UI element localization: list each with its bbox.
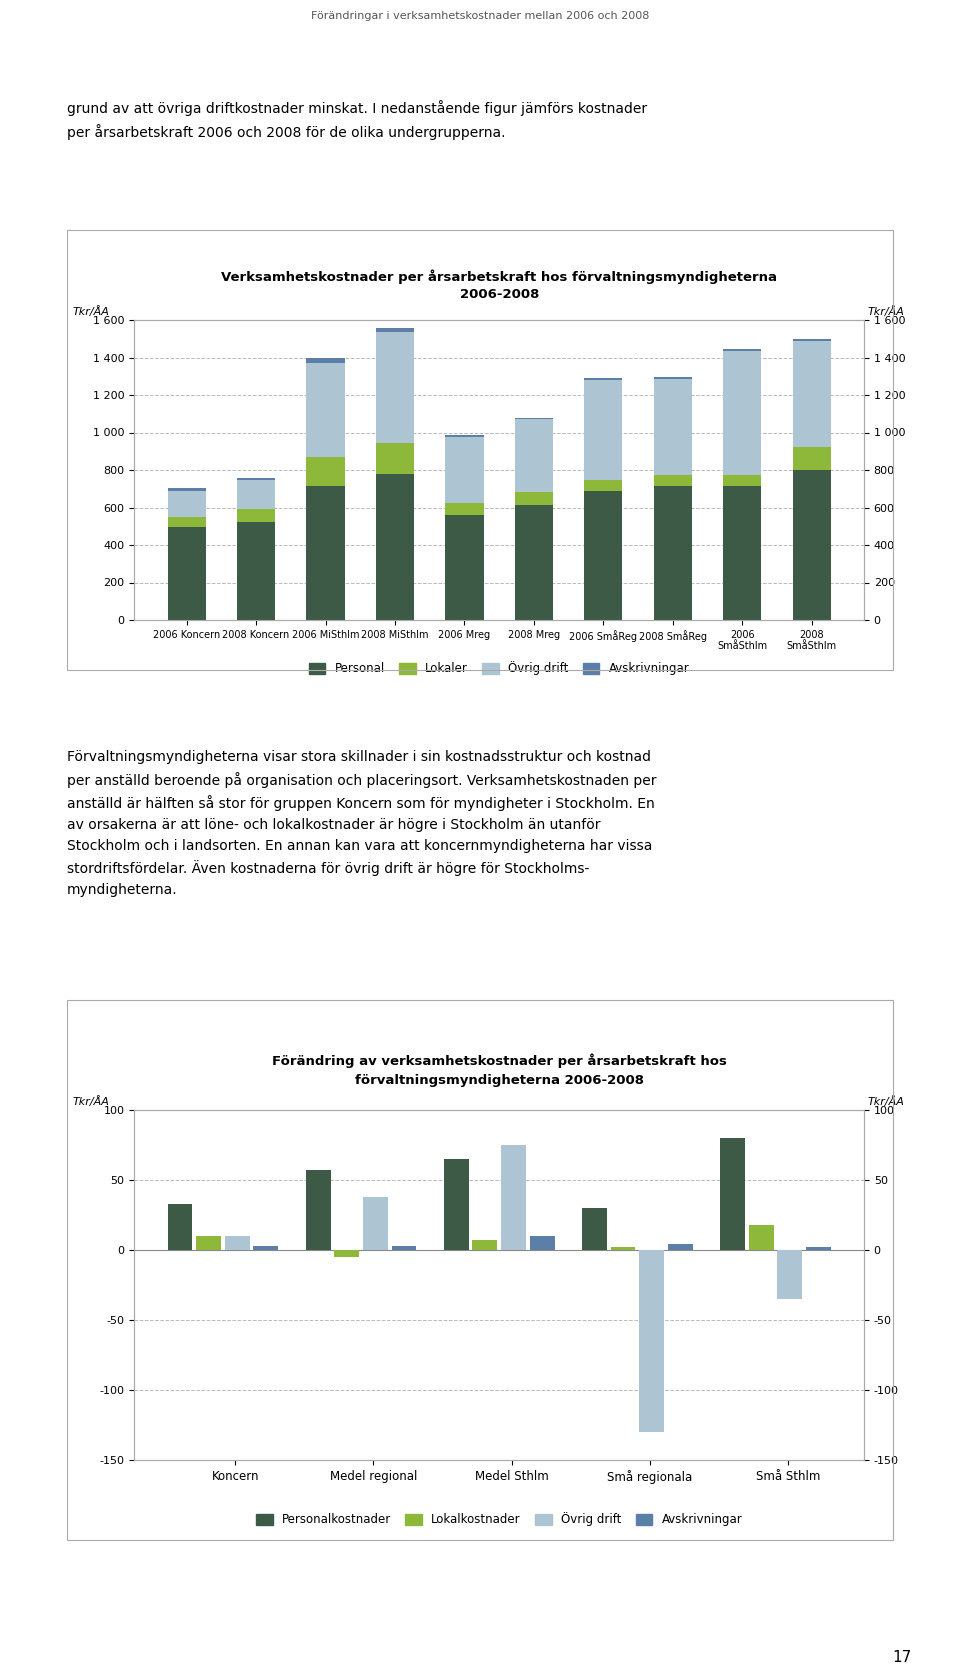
Bar (168, 1205, 192, 1250)
Bar (445, 435, 484, 437)
Bar (654, 376, 692, 380)
Bar (237, 480, 276, 509)
Text: Tkr/ÅA: Tkr/ÅA (72, 306, 109, 316)
Bar (654, 485, 692, 621)
Legend: Personal, Lokaler, Övrig drift, Avskrivningar: Personal, Lokaler, Övrig drift, Avskrivn… (304, 657, 694, 681)
Bar (530, 1236, 555, 1250)
Bar (723, 485, 761, 621)
Bar (720, 1138, 745, 1250)
Bar (306, 485, 345, 621)
Bar (305, 1169, 330, 1250)
Bar (306, 457, 345, 485)
Bar (515, 420, 553, 492)
Legend: Personalkostnader, Lokalkostnader, Övrig drift, Avskrivningar: Personalkostnader, Lokalkostnader, Övrig… (252, 1507, 747, 1531)
Bar (445, 504, 484, 515)
Text: 2006-2008: 2006-2008 (460, 288, 539, 301)
Bar (444, 1159, 468, 1250)
Text: Förvaltningsmyndigheterna visar stora skillnader i sin kostnadsstruktur och kost: Förvaltningsmyndigheterna visar stora sk… (67, 750, 657, 897)
Text: grund av att övriga driftkostnader minskat. I nedanstående figur jämförs kostnad: grund av att övriga driftkostnader minsk… (67, 100, 647, 139)
Bar (654, 475, 692, 485)
Bar (253, 1246, 278, 1250)
Bar (237, 522, 276, 621)
Bar (168, 527, 205, 621)
Bar (196, 1236, 221, 1250)
Bar (723, 351, 761, 475)
Bar (392, 1246, 417, 1250)
Bar (749, 1225, 774, 1250)
Bar (585, 380, 622, 480)
Bar (515, 418, 553, 420)
Bar (515, 505, 553, 621)
Bar (376, 333, 414, 443)
Bar (793, 341, 830, 447)
Bar (515, 492, 553, 505)
Bar (793, 447, 830, 470)
Bar (237, 477, 276, 480)
Bar (168, 490, 205, 517)
Text: Verksamhetskostnader per årsarbetskraft hos förvaltningsmyndigheterna: Verksamhetskostnader per årsarbetskraft … (221, 269, 778, 284)
Bar (334, 1250, 359, 1256)
Bar (585, 480, 622, 490)
Bar (237, 509, 276, 522)
Bar (793, 470, 830, 621)
Bar (793, 338, 830, 341)
Text: Tkr/ÅA: Tkr/ÅA (867, 1096, 904, 1106)
Text: Tkr/ÅA: Tkr/ÅA (867, 306, 904, 316)
Bar (225, 1236, 250, 1250)
Bar (501, 1144, 526, 1250)
Bar (806, 1246, 830, 1250)
Bar (306, 363, 345, 457)
Bar (472, 1240, 497, 1250)
Bar (445, 515, 484, 621)
Bar (582, 1208, 607, 1250)
Bar (168, 489, 205, 490)
Bar (723, 350, 761, 351)
Bar (585, 490, 622, 621)
Bar (585, 378, 622, 380)
Bar (306, 358, 345, 363)
Bar (376, 328, 414, 333)
Bar (639, 1250, 664, 1432)
Bar (376, 443, 414, 473)
Text: Förändringar i verksamhetskostnader mellan 2006 och 2008: Förändringar i verksamhetskostnader mell… (311, 12, 649, 22)
Text: 17: 17 (893, 1651, 912, 1666)
Bar (445, 437, 484, 504)
Bar (723, 475, 761, 485)
Text: Förändring av verksamhetskostnader per årsarbetskraft hos: Förändring av verksamhetskostnader per å… (272, 1054, 727, 1067)
Text: förvaltningsmyndigheterna 2006-2008: förvaltningsmyndigheterna 2006-2008 (354, 1074, 644, 1087)
Bar (778, 1250, 803, 1298)
Text: Tkr/ÅA: Tkr/ÅA (72, 1096, 109, 1106)
Bar (363, 1196, 388, 1250)
Bar (654, 380, 692, 475)
Bar (611, 1246, 636, 1250)
Bar (376, 473, 414, 621)
Bar (168, 517, 205, 527)
Bar (668, 1245, 693, 1250)
